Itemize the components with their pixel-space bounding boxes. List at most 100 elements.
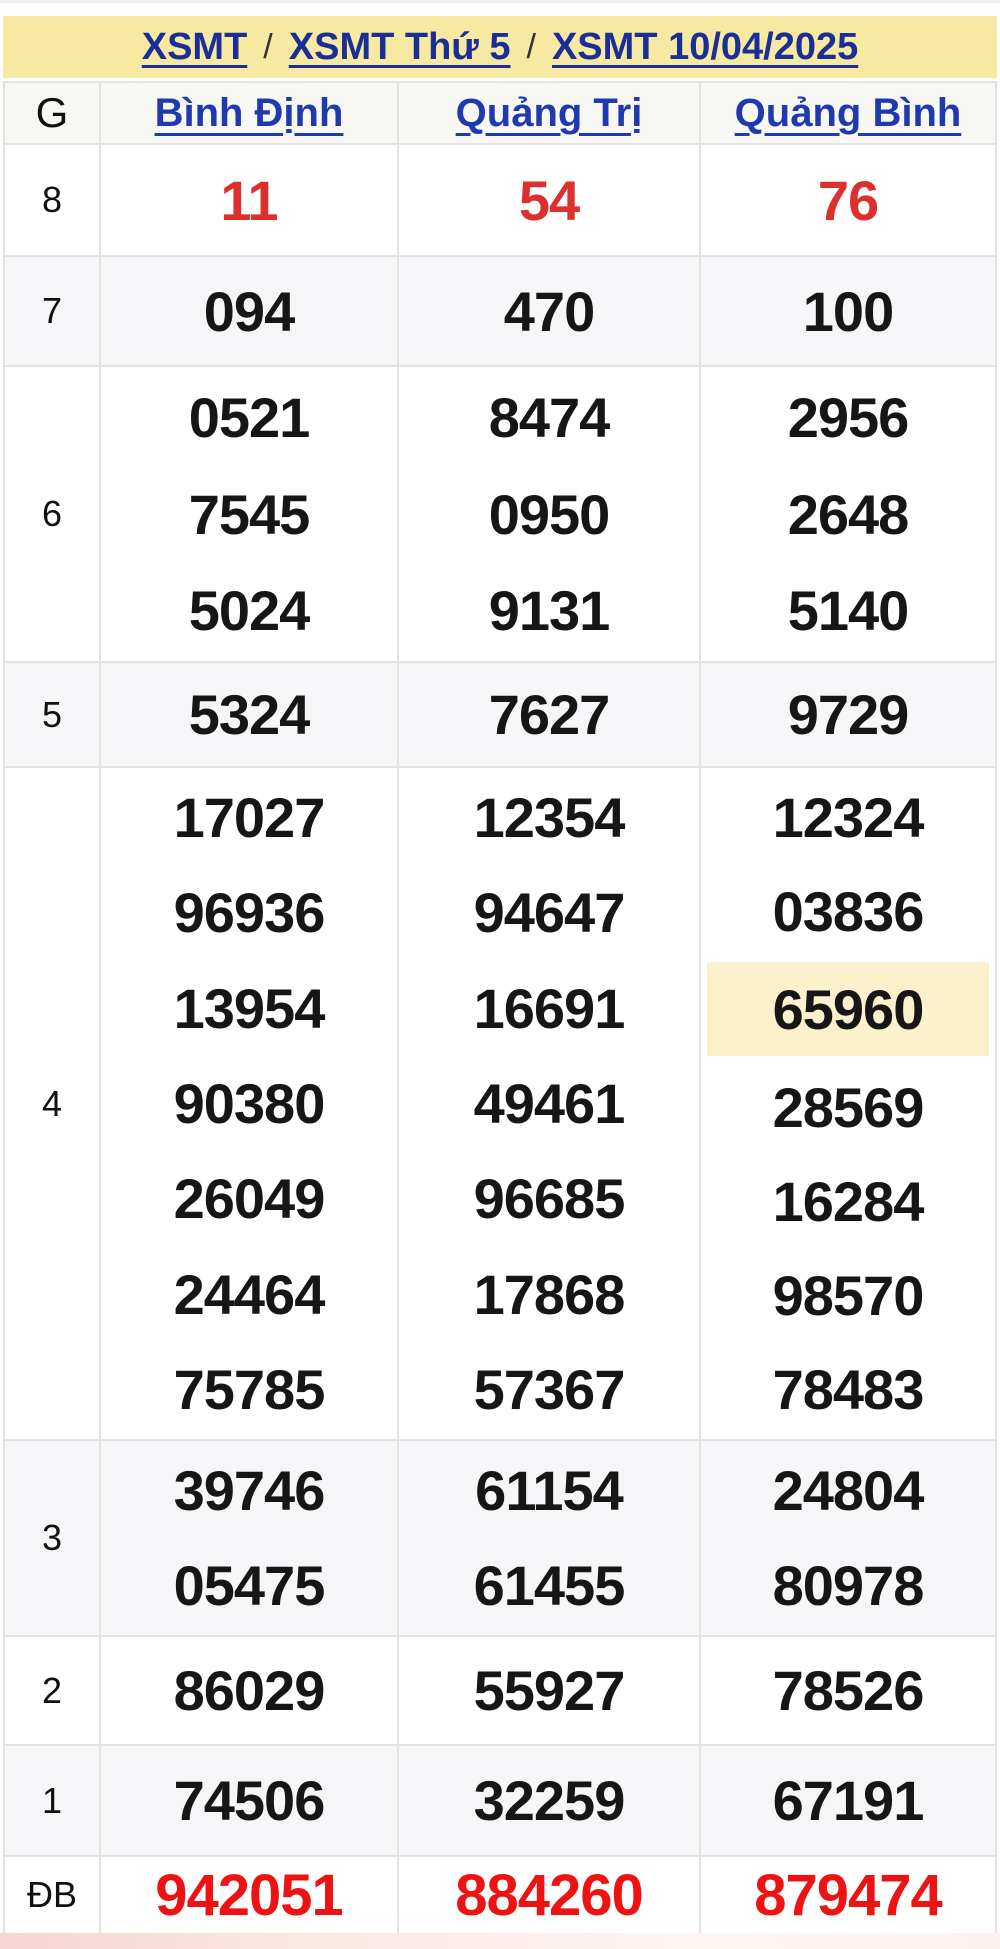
prize-number: 49461 bbox=[473, 1071, 626, 1135]
prize-number: 24804 bbox=[772, 1459, 925, 1522]
prize-cell: 470 bbox=[399, 257, 701, 365]
prize-cell: 76 bbox=[701, 145, 995, 255]
province-link-1[interactable]: Bình Định bbox=[154, 90, 344, 135]
prize-number: 12324 bbox=[772, 785, 925, 849]
prize-cell: 86029 bbox=[101, 1637, 399, 1744]
prize-number: 100 bbox=[802, 279, 894, 343]
prize-number: 74506 bbox=[173, 1769, 326, 1832]
breadcrumb-link-2[interactable]: XSMT Thứ 5 bbox=[288, 25, 511, 68]
province-link-2[interactable]: Quảng Trị bbox=[455, 90, 643, 135]
prize-number: 5140 bbox=[787, 579, 910, 643]
prize-number: 05475 bbox=[173, 1554, 326, 1617]
prize-cell: 17027 96936 13954 90380 26049 24464 75785 bbox=[101, 768, 399, 1439]
prize-number: 942051 bbox=[155, 1862, 344, 1928]
prize-number: 9729 bbox=[787, 683, 910, 746]
prize-cell: 54 bbox=[399, 145, 701, 255]
breadcrumb-link-1[interactable]: XSMT bbox=[141, 25, 248, 68]
prize-tier-label: ĐB bbox=[5, 1857, 101, 1933]
prize-number: 17868 bbox=[473, 1262, 626, 1326]
table-header-row: G Bình Định Quảng Trị Quảng Bình bbox=[5, 83, 995, 145]
prize-number: 094 bbox=[203, 279, 295, 343]
breadcrumb-link-3[interactable]: XSMT 10/04/2025 bbox=[551, 25, 859, 68]
prize-number: 90380 bbox=[173, 1071, 326, 1135]
prize-row-7: 7 094 470 100 bbox=[5, 257, 995, 367]
prize-table: G Bình Định Quảng Trị Quảng Bình 8 11 54 76 7 09… bbox=[3, 81, 997, 1933]
prize-row-8: 8 11 54 76 bbox=[5, 145, 995, 257]
prize-number: 86029 bbox=[173, 1659, 326, 1722]
prize-cell: 2956 2648 5140 bbox=[701, 367, 995, 661]
prize-number: 24464 bbox=[173, 1262, 326, 1326]
prize-cell: 884260 bbox=[399, 1857, 701, 1933]
prize-cell: 55927 bbox=[399, 1637, 701, 1744]
prize-column-label: G bbox=[35, 89, 69, 136]
prize-tier-label: 1 bbox=[5, 1746, 101, 1855]
prize-number: 0521 bbox=[188, 385, 311, 449]
prize-number: 16691 bbox=[473, 976, 626, 1040]
prize-number: 2648 bbox=[787, 482, 910, 546]
prize-tier-label: 2 bbox=[5, 1637, 101, 1744]
breadcrumb: XSMT / XSMT Thứ 5 / XSMT 10/04/2025 bbox=[3, 16, 997, 78]
prize-number: 0950 bbox=[488, 482, 611, 546]
prize-tier-label: 6 bbox=[5, 367, 101, 661]
prize-cell: 61154 61455 bbox=[399, 1441, 701, 1635]
prize-row-1: 1 74506 32259 67191 bbox=[5, 1746, 995, 1857]
prize-number: 78483 bbox=[772, 1358, 925, 1422]
prize-number: 61455 bbox=[473, 1554, 626, 1617]
prize-number: 61154 bbox=[475, 1459, 624, 1522]
prize-cell: 8474 0950 9131 bbox=[399, 367, 701, 661]
prize-row-4: 4 17027 96936 13954 90380 26049 24464 75785 1235… bbox=[5, 768, 995, 1441]
prize-cell: 0521 7545 5024 bbox=[101, 367, 399, 661]
table-body: 8 11 54 76 7 094 470 100 6 0521 7545 5024 8474 0950 91… bbox=[5, 145, 995, 1933]
prize-cell: 7627 bbox=[399, 663, 701, 766]
corner-cell: G bbox=[5, 83, 101, 143]
prize-number: 98570 bbox=[772, 1264, 925, 1328]
prize-number: 32259 bbox=[473, 1769, 626, 1832]
prize-cell: 12354 94647 16691 49461 96685 17868 57367 bbox=[399, 768, 701, 1439]
prize-number: 5024 bbox=[188, 579, 311, 643]
province-header-cell: Quảng Trị bbox=[399, 83, 701, 143]
prize-number: 470 bbox=[503, 279, 595, 343]
prize-number: 5324 bbox=[188, 683, 311, 746]
province-header-cell: Quảng Bình bbox=[701, 83, 995, 143]
prize-cell: 74506 bbox=[101, 1746, 399, 1855]
prize-cell: 67191 bbox=[701, 1746, 995, 1855]
prize-cell: 78526 bbox=[701, 1637, 995, 1744]
prize-row-6: 6 0521 7545 5024 8474 0950 9131 2956 2648 5140 bbox=[5, 367, 995, 663]
prize-number: 94647 bbox=[473, 881, 626, 945]
prize-row-2: 2 86029 55927 78526 bbox=[5, 1637, 995, 1746]
prize-cell: 879474 bbox=[701, 1857, 995, 1933]
prize-number: 2956 bbox=[787, 385, 910, 449]
prize-number: 12354 bbox=[473, 786, 626, 850]
prize-cell: 9729 bbox=[701, 663, 995, 766]
prize-number: 67191 bbox=[772, 1769, 925, 1832]
prize-cell: 24804 80978 bbox=[701, 1441, 995, 1635]
prize-cell: 39746 05475 bbox=[101, 1441, 399, 1635]
prize-number: 75785 bbox=[173, 1357, 326, 1421]
prize-row-5: 5 5324 7627 9729 bbox=[5, 663, 995, 768]
prize-number: 8474 bbox=[488, 385, 611, 449]
prize-cell: 100 bbox=[701, 257, 995, 365]
prize-cell: 12324 03836 65960 28569 16284 98570 78483 bbox=[701, 768, 995, 1439]
prize-number: 9131 bbox=[488, 579, 611, 643]
prize-cell: 11 bbox=[101, 145, 399, 255]
prize-number: 28569 bbox=[772, 1075, 925, 1139]
prize-number: 96685 bbox=[473, 1167, 626, 1231]
prize-row-ĐB: ĐB 942051 884260 879474 bbox=[5, 1857, 995, 1933]
prize-number: 26049 bbox=[173, 1167, 326, 1231]
prize-number: 879474 bbox=[754, 1862, 943, 1928]
prize-tier-label: 3 bbox=[5, 1441, 101, 1635]
breadcrumb-separator: / bbox=[263, 27, 273, 66]
province-link-3[interactable]: Quảng Bình bbox=[734, 90, 962, 135]
prize-cell: 5324 bbox=[101, 663, 399, 766]
prize-number: 76 bbox=[817, 168, 879, 232]
prize-number: 55927 bbox=[473, 1659, 626, 1722]
prize-tier-label: 7 bbox=[5, 257, 101, 365]
prize-tier-label: 5 bbox=[5, 663, 101, 766]
highlighted-prize-number: 65960 bbox=[707, 962, 989, 1057]
prize-tier-label: 8 bbox=[5, 145, 101, 255]
bottom-pink-strip bbox=[0, 1933, 1000, 1949]
prize-number: 57367 bbox=[473, 1357, 626, 1421]
prize-number: 7545 bbox=[188, 482, 311, 546]
prize-number: 54 bbox=[518, 168, 580, 232]
